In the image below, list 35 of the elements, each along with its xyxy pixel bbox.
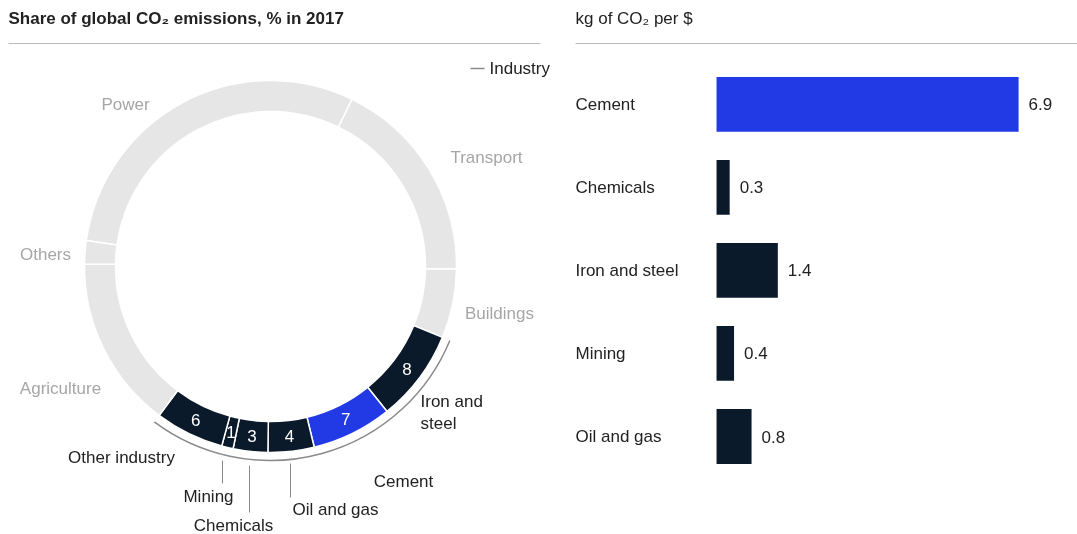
data-label: 8 — [402, 359, 412, 379]
slice-label: Oil and gas — [292, 500, 379, 519]
slice-label: Other industry — [68, 448, 176, 467]
data-label: 0.3 — [739, 178, 764, 198]
bar — [716, 243, 778, 298]
y-tick-label: Chemicals — [575, 177, 655, 197]
bar — [716, 76, 1019, 132]
slice-label: Cement — [373, 472, 434, 491]
data-label: 4 — [284, 426, 295, 446]
slice-label: Others — [19, 245, 72, 264]
slice-label: Transport — [450, 148, 523, 167]
bar — [716, 409, 752, 464]
y-tick-label: Mining — [575, 343, 626, 363]
bar — [716, 159, 730, 215]
bar — [716, 326, 735, 381]
y-tick-label: Oil and gas — [575, 427, 662, 446]
y-tick-label: Iron and steel — [575, 260, 679, 280]
text: Industry — [489, 59, 551, 78]
chart-title: kg of CO₂ per $ — [575, 9, 694, 29]
y-tick-label: Cement — [575, 94, 636, 114]
slice-label: Buildings — [465, 304, 535, 323]
data-label: 6.9 — [1028, 95, 1053, 115]
data-label: 1 — [226, 423, 236, 443]
data-label: 7 — [341, 410, 351, 430]
slice-label: Agriculture — [19, 379, 102, 398]
chart-title: Share of global CO₂ emissions, % in 2017 — [8, 9, 344, 28]
slice-label: Iron and steel — [420, 391, 483, 434]
data-label: 1.4 — [787, 261, 812, 281]
data-label: 0.8 — [761, 427, 786, 447]
slice-label: Power — [101, 95, 150, 114]
data-label: 6 — [191, 410, 201, 430]
slice-label: Chemicals — [193, 516, 274, 534]
data-label: 3 — [247, 427, 257, 446]
data-label: 0.4 — [744, 344, 768, 364]
slice-label: Mining — [183, 487, 234, 506]
